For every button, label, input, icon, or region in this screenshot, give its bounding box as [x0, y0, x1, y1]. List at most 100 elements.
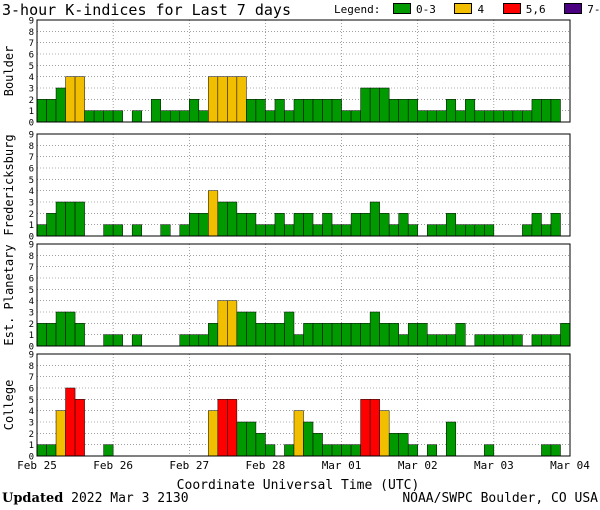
legend-swatch-green — [392, 3, 411, 14]
legend-swatch-red — [502, 3, 521, 14]
bar — [265, 444, 276, 457]
bar — [455, 224, 466, 237]
chart-panels: 0123456789Boulder0123456789Fredericksbur… — [2, 17, 571, 463]
bar — [179, 110, 190, 123]
y-tick-label: 5 — [29, 396, 34, 406]
bar — [274, 323, 285, 347]
bar — [265, 323, 276, 347]
bar — [208, 190, 219, 237]
x-tick-label: Feb 28 — [246, 459, 286, 472]
bar — [160, 224, 171, 237]
bar — [369, 399, 380, 457]
legend-item-7-9: 7-9 — [558, 3, 600, 16]
bar — [550, 99, 561, 123]
y-tick-label: 7 — [29, 373, 34, 383]
panel-3: 0 123 456 789 College — [2, 351, 571, 463]
bar — [284, 444, 295, 457]
legend: Legend: 0-3 4 5,6 7-9 — [334, 3, 600, 16]
bar — [293, 410, 304, 457]
bar — [74, 201, 85, 237]
bar — [36, 444, 47, 457]
bar — [170, 110, 181, 123]
bar — [312, 433, 323, 457]
bar — [36, 99, 47, 123]
bar — [379, 323, 390, 347]
bar — [46, 444, 57, 457]
bar — [379, 410, 390, 457]
panel-2: 0 123 456 789 Est. Planetary — [2, 241, 571, 353]
y-tick-label: 2 — [29, 430, 34, 440]
bar — [265, 224, 276, 237]
legend-item-label: 0-3 — [415, 3, 436, 16]
bar — [55, 410, 66, 457]
bar — [303, 213, 314, 237]
bar — [227, 300, 238, 347]
bar — [541, 334, 552, 347]
bar — [446, 99, 457, 123]
y-tick-label: 0 — [29, 119, 34, 129]
bar — [293, 213, 304, 237]
bar — [303, 421, 314, 457]
y-tick-label: 1 — [29, 107, 34, 117]
panel-ylabel: College — [2, 380, 16, 431]
bar — [446, 334, 457, 347]
bar — [208, 323, 219, 347]
bar — [398, 433, 409, 457]
updated-value: 2022 Mar 3 2130 — [71, 491, 189, 506]
bar — [131, 334, 142, 347]
bar — [398, 213, 409, 237]
x-axis-tick-labels: Feb 25 Feb 26 Feb 27 Feb 28 Mar 01 Mar 02 Mar … — [17, 459, 590, 472]
bar — [255, 224, 266, 237]
bar — [55, 311, 66, 347]
bar — [217, 201, 228, 237]
bar — [417, 110, 428, 123]
bar — [350, 213, 361, 237]
bar — [227, 201, 238, 237]
bar — [246, 311, 257, 347]
bar — [46, 323, 57, 347]
bar — [388, 433, 399, 457]
bar — [36, 323, 47, 347]
bar — [426, 224, 438, 237]
y-tick-label: 8 — [29, 362, 34, 372]
x-tick-label: Mar 04 — [550, 459, 590, 472]
legend-item-label: 4 — [477, 3, 485, 16]
bar — [246, 213, 257, 237]
y-tick-label: 9 — [29, 131, 34, 141]
bar — [331, 444, 342, 457]
credit-text: NOAA/SWPC Boulder, CO USA — [402, 491, 598, 506]
legend-item-label: 5,6 — [525, 3, 546, 16]
y-tick-label: 2 — [29, 320, 34, 330]
bar — [341, 110, 352, 123]
bar — [74, 399, 85, 457]
bar — [398, 334, 409, 347]
bar — [198, 334, 209, 347]
bar — [198, 110, 209, 123]
bar — [93, 110, 104, 123]
bar — [65, 76, 76, 123]
panel-frame — [36, 243, 571, 347]
bar — [360, 323, 371, 347]
bar — [189, 334, 200, 347]
bar — [493, 110, 504, 123]
bar — [65, 311, 76, 347]
bar — [407, 323, 418, 347]
bar — [255, 99, 266, 123]
bar — [484, 334, 495, 347]
y-tick-label: 6 — [29, 51, 34, 61]
bar — [426, 334, 438, 347]
y-tick-label: 7 — [29, 39, 34, 49]
y-tick-label: 5 — [29, 286, 34, 296]
bar — [36, 224, 47, 237]
bar — [407, 99, 418, 123]
bar — [236, 421, 247, 457]
legend-swatch-yellow — [454, 3, 473, 14]
panel-frame — [36, 19, 571, 123]
y-tick-label: 3 — [29, 419, 34, 429]
bar — [369, 311, 380, 347]
bar — [512, 110, 523, 123]
bar — [322, 99, 333, 123]
bar — [369, 87, 380, 123]
y-tick-label: 9 — [29, 351, 34, 361]
x-tick-label: Mar 02 — [398, 459, 438, 472]
